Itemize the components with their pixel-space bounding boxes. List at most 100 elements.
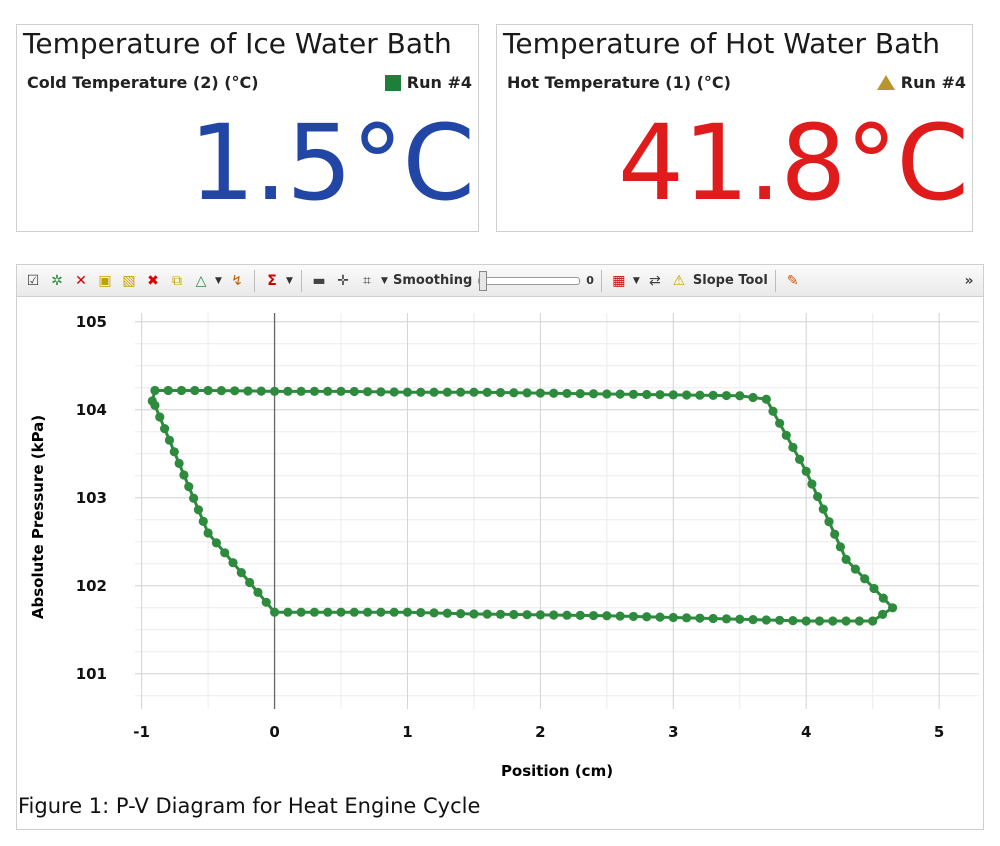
data-point bbox=[296, 386, 306, 396]
pin-icon[interactable]: ✎ bbox=[786, 272, 799, 289]
data-point bbox=[642, 612, 652, 622]
chevron-down-icon[interactable]: ▼ bbox=[215, 275, 222, 286]
data-series bbox=[147, 385, 898, 626]
data-point bbox=[668, 612, 678, 623]
graph-layout-icon[interactable]: ▦ bbox=[612, 272, 626, 289]
data-point bbox=[788, 616, 798, 626]
chevron-down-icon[interactable]: ▼ bbox=[286, 275, 293, 286]
data-point bbox=[748, 614, 758, 625]
x-axis-label: Position (cm) bbox=[501, 762, 613, 780]
line-style-icon[interactable]: ↯ bbox=[231, 272, 243, 289]
data-point bbox=[495, 609, 506, 619]
data-point bbox=[402, 387, 413, 397]
data-point bbox=[150, 385, 160, 396]
copy-icon[interactable]: ⧉ bbox=[172, 272, 182, 289]
data-point bbox=[376, 387, 386, 397]
y-tick-label: 103 bbox=[76, 489, 107, 507]
data-point bbox=[323, 386, 333, 396]
sigma-icon[interactable]: Σ bbox=[267, 272, 277, 289]
data-point bbox=[602, 611, 612, 621]
shape-icon[interactable]: △ bbox=[195, 272, 207, 289]
y-tick-label: 101 bbox=[76, 665, 107, 683]
x-tick-label: 1 bbox=[402, 723, 412, 741]
chevron-down-icon[interactable]: ▼ bbox=[381, 275, 388, 286]
smoothing-slider[interactable] bbox=[478, 270, 581, 291]
green-square-icon bbox=[384, 74, 401, 91]
data-point bbox=[575, 389, 585, 399]
annotation-icon[interactable]: ▬ bbox=[312, 272, 326, 289]
add-x-icon[interactable]: ✲ bbox=[51, 272, 63, 289]
warning-icon[interactable]: ⚠ bbox=[672, 272, 686, 289]
data-point bbox=[721, 390, 732, 401]
meter-title: Temperature of Hot Water Bath bbox=[503, 27, 940, 60]
edit-icon[interactable]: ☑ bbox=[26, 272, 40, 289]
data-point bbox=[813, 491, 823, 502]
data-point bbox=[721, 614, 732, 624]
meter-run-label: Run #4 bbox=[876, 73, 966, 92]
data-point bbox=[429, 608, 439, 618]
data-point bbox=[336, 386, 346, 396]
data-point bbox=[193, 505, 204, 515]
slope-tool-button[interactable]: Slope Tool bbox=[692, 273, 768, 288]
data-point bbox=[256, 386, 266, 396]
data-point bbox=[868, 616, 878, 626]
data-point bbox=[442, 608, 452, 618]
data-point bbox=[184, 482, 194, 492]
add-data-icon[interactable]: ▣ bbox=[98, 272, 112, 289]
data-point bbox=[602, 389, 612, 399]
data-point bbox=[828, 616, 838, 626]
data-point bbox=[309, 386, 320, 396]
gold-triangle-icon bbox=[876, 75, 895, 90]
data-point bbox=[261, 597, 271, 607]
data-point bbox=[169, 447, 179, 457]
data-point bbox=[708, 390, 718, 400]
y-tick-label: 102 bbox=[76, 577, 107, 595]
data-point bbox=[522, 610, 532, 620]
pv-chart: -1 0 1 2 3 4 5 101 102 103 104 105 Position (cm) Ab… bbox=[29, 313, 979, 780]
data-point bbox=[695, 613, 705, 623]
data-point bbox=[416, 387, 426, 397]
data-point bbox=[860, 574, 870, 584]
axis-scale-icon[interactable]: ⌗ bbox=[363, 272, 371, 289]
data-point bbox=[522, 388, 532, 398]
data-point bbox=[735, 391, 745, 401]
data-point bbox=[179, 470, 189, 480]
y-tick-label: 105 bbox=[76, 313, 107, 331]
chevron-down-icon[interactable]: ▼ bbox=[632, 275, 640, 286]
toolbar-divider bbox=[254, 269, 255, 292]
data-point bbox=[482, 609, 492, 619]
x-tick-label: 5 bbox=[934, 723, 944, 741]
data-point bbox=[482, 387, 492, 397]
data-point bbox=[878, 593, 888, 603]
data-point bbox=[681, 390, 692, 400]
data-point bbox=[615, 389, 625, 399]
data-point bbox=[509, 609, 519, 620]
data-point bbox=[269, 607, 280, 617]
more-tools-icon[interactable]: » bbox=[964, 272, 974, 289]
data-point bbox=[376, 607, 386, 617]
slider-knob[interactable] bbox=[479, 270, 488, 291]
data-point bbox=[402, 607, 413, 617]
toolbar-divider bbox=[600, 269, 602, 292]
data-point bbox=[216, 386, 226, 396]
data-point bbox=[788, 442, 798, 452]
data-point bbox=[189, 493, 199, 503]
remove-x-icon[interactable]: ✕ bbox=[75, 272, 87, 289]
axis-ticks: -1 0 1 2 3 4 5 101 102 103 104 105 bbox=[76, 313, 945, 741]
data-point bbox=[801, 616, 811, 626]
remove-data-icon[interactable]: ▧ bbox=[122, 272, 136, 289]
data-point bbox=[588, 389, 599, 399]
data-point bbox=[155, 412, 165, 422]
scale-to-fit-icon[interactable]: ⇄ bbox=[649, 272, 661, 289]
y-tick-label: 104 bbox=[76, 401, 107, 419]
data-point bbox=[655, 390, 665, 400]
delete-icon[interactable]: ✖ bbox=[147, 272, 159, 289]
data-point bbox=[562, 388, 572, 399]
data-point bbox=[768, 406, 778, 416]
cold-temperature-meter: Temperature of Ice Water Bath Cold Tempe… bbox=[16, 24, 479, 232]
meter-run-label: Run #4 bbox=[384, 73, 472, 92]
data-point bbox=[296, 607, 306, 617]
data-point bbox=[824, 517, 834, 527]
data-point bbox=[362, 607, 373, 617]
crosshair-icon[interactable]: ✛ bbox=[337, 272, 349, 289]
